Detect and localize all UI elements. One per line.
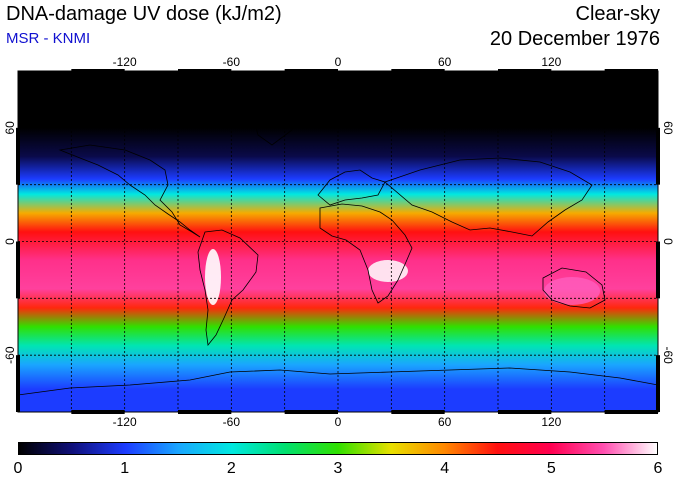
tick-label: 120 (541, 415, 561, 429)
border-mark (604, 69, 658, 73)
tick-label: 60 (438, 55, 452, 69)
border-mark (656, 127, 660, 185)
tick-label: 60 (3, 121, 17, 135)
map-title: DNA-damage UV dose (kJ/m2) (6, 3, 282, 25)
border-mark (498, 410, 552, 414)
colorbar-tick-label: 4 (440, 460, 450, 477)
border-mark (656, 355, 660, 412)
tick-label: -60 (3, 346, 17, 364)
africa-coast (319, 203, 413, 304)
border-mark (391, 410, 445, 414)
border-mark (178, 69, 232, 73)
tick-label: 0 (335, 55, 342, 69)
border-mark (284, 69, 338, 73)
andes-high-dose (205, 249, 221, 305)
colorbar-tick-label: 3 (333, 460, 343, 477)
border-mark (71, 410, 125, 414)
coastlines (18, 99, 658, 396)
asia-coast (384, 157, 593, 237)
north-america-coast (58, 144, 201, 238)
tick-label: -60 (223, 55, 241, 69)
source-label: MSR - KNMI (6, 30, 91, 47)
border-mark (391, 69, 445, 73)
border-mark (178, 410, 232, 414)
tick-label: -120 (113, 415, 137, 429)
colorbar-tick-label: 0 (13, 460, 23, 477)
border-mark (498, 69, 552, 73)
dose-colorbar (18, 442, 658, 455)
colorbar-tick-label: 5 (546, 460, 556, 477)
tick-label: 0 (335, 415, 342, 429)
border-mark (16, 241, 20, 299)
tick-label: 0 (3, 238, 17, 245)
sky-condition-label: Clear-sky (575, 3, 660, 25)
tick-label: -60 (223, 415, 241, 429)
antarctica-coast (18, 367, 658, 396)
graticule (18, 71, 658, 412)
australia-high-dose (544, 277, 600, 305)
tick-label: 60 (661, 121, 675, 135)
border-mark (71, 69, 125, 73)
colorbar-tick-label: 1 (120, 460, 130, 477)
frame-border-marks (16, 69, 660, 414)
border-mark (656, 241, 660, 299)
tick-label: 0 (661, 238, 675, 245)
south-america-coast (197, 229, 259, 346)
australia-coast (542, 267, 606, 309)
border-mark (16, 355, 20, 412)
border-mark (604, 410, 658, 414)
southern-africa-high-dose (368, 260, 408, 282)
colorbar-tick-label: 6 (653, 460, 663, 477)
tick-label: 60 (438, 415, 452, 429)
border-mark (16, 127, 20, 185)
tick-label: -60 (661, 346, 675, 364)
tick-label: 120 (541, 55, 561, 69)
colorbar-tick-label: 2 (226, 460, 236, 477)
axis-tick-labels: -120 -120 -60 -60 0 0 60 60 120 120 60 60 0 0 -60 -60 (3, 55, 675, 429)
greenland-coast (249, 99, 301, 146)
border-mark (284, 410, 338, 414)
tick-label: -120 (113, 55, 137, 69)
date-label: 20 December 1976 (489, 28, 660, 50)
